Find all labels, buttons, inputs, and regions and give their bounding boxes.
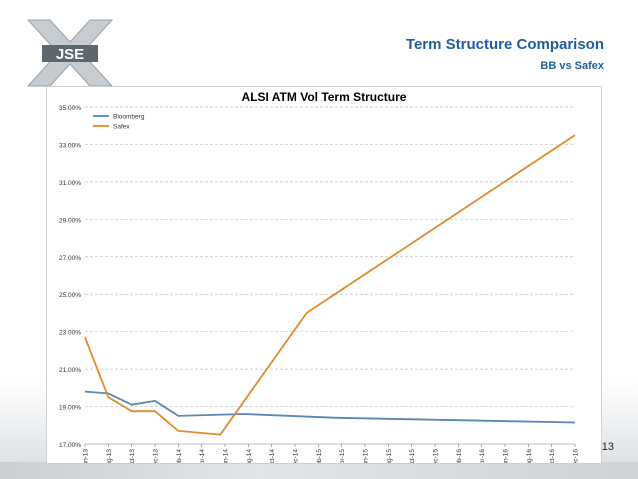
y-tick-label: 23.00%	[59, 330, 81, 337]
series-layer	[84, 134, 576, 436]
x-tick-label: Jun-16	[503, 449, 510, 463]
jse-logo: JSE	[26, 19, 114, 87]
chart-svg: ALSI ATM Vol Term Structure 17.00% 19.00%…	[59, 90, 580, 463]
x-tick-label: Aug-14	[246, 449, 253, 463]
series-line-safex	[84, 134, 576, 436]
chart-panel: ALSI ATM Vol Term Structure 17.00% 19.00%…	[46, 86, 602, 464]
y-tick-label: 25.00%	[59, 292, 81, 299]
y-tick-label: 31.00%	[59, 180, 81, 187]
x-tick-label: Oct-13	[129, 449, 136, 463]
legend-label-safex: Safex	[113, 124, 130, 131]
chart-title: ALSI ATM Vol Term Structure	[242, 90, 407, 104]
y-tick-label: 35.00%	[59, 105, 81, 112]
x-tick-label: Feb-16	[456, 449, 463, 463]
x-tick-label: Feb-15	[316, 449, 323, 463]
y-tick-label: 21.00%	[59, 367, 81, 374]
x-tick-label: Apr-14	[199, 449, 206, 463]
grid-layer	[85, 106, 575, 445]
legend-label-bloomberg: Bloomberg	[113, 114, 145, 121]
y-tick-label: 27.00%	[59, 255, 81, 262]
x-tick-label: Apr-15	[339, 449, 346, 463]
x-tick-label: Apr-16	[479, 449, 486, 463]
y-tick-label: 29.00%	[59, 217, 81, 224]
x-tick-label: Oct-15	[409, 449, 416, 463]
y-tick-label: 19.00%	[59, 405, 81, 412]
y-tick-label: 17.00%	[59, 442, 81, 449]
page-number: 13	[601, 441, 614, 453]
x-tick-label: Oct-14	[269, 449, 276, 463]
x-tick-label: Aug-13	[106, 449, 113, 463]
legend: Bloomberg Safex	[93, 114, 145, 131]
logo-text: JSE	[56, 46, 84, 63]
x-tick-label: Dec-15	[433, 449, 440, 463]
x-tick-label: Oct-16	[549, 449, 556, 463]
slide-subtitle: BB vs Safex	[540, 60, 604, 72]
x-tick-label: Feb-14	[176, 449, 183, 463]
x-tick-label: Jun-13	[83, 449, 90, 463]
x-axis-ticks: Jun-13 Aug-13 Oct-13 Dec-13 Feb-14 Apr-14 Jun-…	[83, 444, 580, 463]
x-tick-label: Dec-14	[293, 449, 300, 463]
x-tick-label: Dec-16	[573, 449, 580, 463]
x-tick-label: Jun-15	[363, 449, 370, 463]
x-tick-label: Aug-16	[526, 449, 533, 463]
series-line-bloomberg	[84, 390, 576, 424]
background-ticker-strip	[0, 462, 638, 479]
x-tick-label: Jun-14	[223, 449, 230, 463]
x-tick-label: Dec-13	[153, 449, 160, 463]
y-axis-ticks: 17.00% 19.00% 21.00% 23.00% 25.00% 27.00% 29.0…	[59, 105, 81, 449]
x-tick-label: Aug-15	[386, 449, 393, 463]
y-tick-label: 33.00%	[59, 142, 81, 149]
slide-title: Term Structure Comparison	[405, 36, 604, 53]
